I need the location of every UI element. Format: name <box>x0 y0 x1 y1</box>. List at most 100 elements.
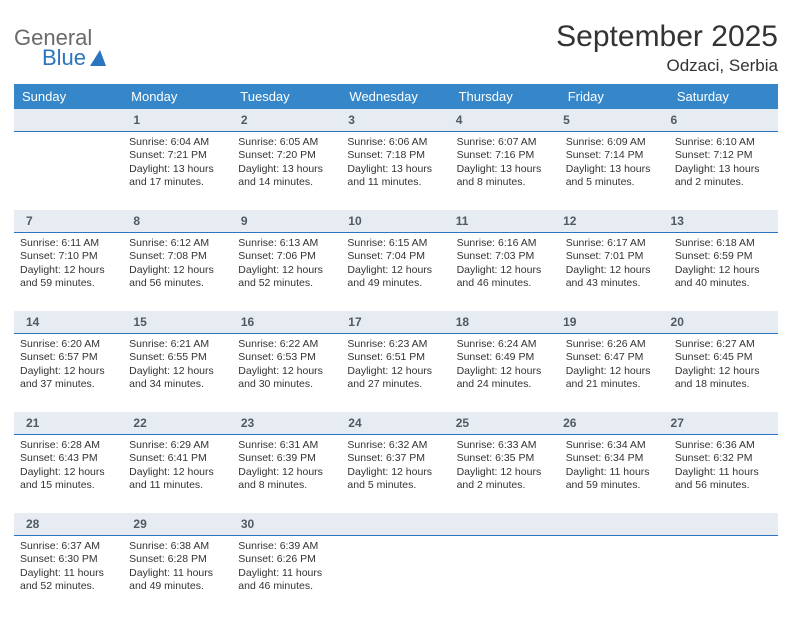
day-cell: Sunrise: 6:12 AMSunset: 7:08 PMDaylight:… <box>123 233 232 311</box>
sunset-text: Sunset: 6:59 PM <box>675 250 772 263</box>
day-cell: Sunrise: 6:15 AMSunset: 7:04 PMDaylight:… <box>341 233 450 311</box>
sunset-text: Sunset: 6:28 PM <box>129 553 226 566</box>
daylight-text: Daylight: 13 hours <box>129 163 226 176</box>
sunset-text: Sunset: 6:55 PM <box>129 351 226 364</box>
day-number: 30 <box>235 515 342 533</box>
day-number: 6 <box>665 111 772 129</box>
daylight-text: Daylight: 12 hours <box>238 466 335 479</box>
sunrise-text: Sunrise: 6:23 AM <box>347 338 444 351</box>
sunset-text: Sunset: 7:14 PM <box>566 149 663 162</box>
weekday-header: SundayMondayTuesdayWednesdayThursdayFrid… <box>14 84 778 109</box>
sunrise-text: Sunrise: 6:06 AM <box>347 136 444 149</box>
day-number: 7 <box>20 212 127 230</box>
sail-icon <box>90 25 106 66</box>
sunset-text: Sunset: 6:49 PM <box>457 351 554 364</box>
day-number <box>665 515 772 533</box>
daylight-text: Daylight: 12 hours <box>347 365 444 378</box>
daylight-text: and 27 minutes. <box>347 378 444 391</box>
daylight-text: Daylight: 12 hours <box>566 365 663 378</box>
daylight-text: Daylight: 13 hours <box>457 163 554 176</box>
day-number: 14 <box>20 313 127 331</box>
day-number <box>20 111 127 129</box>
day-cell: Sunrise: 6:09 AMSunset: 7:14 PMDaylight:… <box>560 132 669 210</box>
daylight-text: Daylight: 12 hours <box>457 365 554 378</box>
daylight-text: and 14 minutes. <box>238 176 335 189</box>
sunset-text: Sunset: 6:57 PM <box>20 351 117 364</box>
daylight-text: and 5 minutes. <box>347 479 444 492</box>
day-number: 18 <box>450 313 557 331</box>
sunrise-text: Sunrise: 6:29 AM <box>129 439 226 452</box>
day-number: 16 <box>235 313 342 331</box>
sunrise-text: Sunrise: 6:21 AM <box>129 338 226 351</box>
sunrise-text: Sunrise: 6:28 AM <box>20 439 117 452</box>
brand-logo: General Blue <box>14 20 106 68</box>
weekday-cell: Thursday <box>451 84 560 109</box>
day-number: 12 <box>557 212 664 230</box>
month-title: September 2025 <box>556 20 778 54</box>
daynum-row: 78910111213 <box>14 210 778 233</box>
header: General Blue September 2025 Odzaci, Serb… <box>14 20 778 76</box>
daylight-text: and 46 minutes. <box>457 277 554 290</box>
day-cell: Sunrise: 6:32 AMSunset: 6:37 PMDaylight:… <box>341 435 450 513</box>
day-cell: Sunrise: 6:10 AMSunset: 7:12 PMDaylight:… <box>669 132 778 210</box>
day-number: 2 <box>235 111 342 129</box>
sunrise-text: Sunrise: 6:22 AM <box>238 338 335 351</box>
sunrise-text: Sunrise: 6:20 AM <box>20 338 117 351</box>
weekday-cell: Sunday <box>14 84 123 109</box>
daylight-text: Daylight: 11 hours <box>129 567 226 580</box>
sunrise-text: Sunrise: 6:07 AM <box>457 136 554 149</box>
day-cell: Sunrise: 6:21 AMSunset: 6:55 PMDaylight:… <box>123 334 232 412</box>
sunrise-text: Sunrise: 6:38 AM <box>129 540 226 553</box>
sunrise-text: Sunrise: 6:36 AM <box>675 439 772 452</box>
day-number: 13 <box>665 212 772 230</box>
daylight-text: and 56 minutes. <box>675 479 772 492</box>
title-block: September 2025 Odzaci, Serbia <box>556 20 778 76</box>
daylight-text: Daylight: 12 hours <box>20 466 117 479</box>
sunset-text: Sunset: 6:26 PM <box>238 553 335 566</box>
daylight-text: Daylight: 13 hours <box>566 163 663 176</box>
sunset-text: Sunset: 6:39 PM <box>238 452 335 465</box>
daylight-text: and 8 minutes. <box>238 479 335 492</box>
daylight-text: Daylight: 12 hours <box>20 264 117 277</box>
week-row: Sunrise: 6:28 AMSunset: 6:43 PMDaylight:… <box>14 435 778 513</box>
sunrise-text: Sunrise: 6:32 AM <box>347 439 444 452</box>
day-number: 24 <box>342 414 449 432</box>
day-cell: Sunrise: 6:11 AMSunset: 7:10 PMDaylight:… <box>14 233 123 311</box>
day-number: 22 <box>127 414 234 432</box>
day-cell: Sunrise: 6:06 AMSunset: 7:18 PMDaylight:… <box>341 132 450 210</box>
day-cell: Sunrise: 6:23 AMSunset: 6:51 PMDaylight:… <box>341 334 450 412</box>
day-cell: Sunrise: 6:31 AMSunset: 6:39 PMDaylight:… <box>232 435 341 513</box>
daylight-text: and 21 minutes. <box>566 378 663 391</box>
daylight-text: and 24 minutes. <box>457 378 554 391</box>
day-cell: Sunrise: 6:20 AMSunset: 6:57 PMDaylight:… <box>14 334 123 412</box>
daylight-text: and 49 minutes. <box>129 580 226 593</box>
daylight-text: and 59 minutes. <box>20 277 117 290</box>
daylight-text: and 11 minutes. <box>347 176 444 189</box>
sunrise-text: Sunrise: 6:37 AM <box>20 540 117 553</box>
weekday-cell: Friday <box>560 84 669 109</box>
sunset-text: Sunset: 6:45 PM <box>675 351 772 364</box>
daylight-text: Daylight: 11 hours <box>238 567 335 580</box>
sunset-text: Sunset: 6:47 PM <box>566 351 663 364</box>
sunset-text: Sunset: 7:12 PM <box>675 149 772 162</box>
daynum-row: 21222324252627 <box>14 412 778 435</box>
sunset-text: Sunset: 6:53 PM <box>238 351 335 364</box>
day-cell <box>451 536 560 614</box>
daynum-row: 282930 <box>14 513 778 536</box>
sunrise-text: Sunrise: 6:16 AM <box>457 237 554 250</box>
daylight-text: Daylight: 13 hours <box>238 163 335 176</box>
daylight-text: and 2 minutes. <box>457 479 554 492</box>
sunrise-text: Sunrise: 6:05 AM <box>238 136 335 149</box>
day-number: 23 <box>235 414 342 432</box>
day-number: 1 <box>127 111 234 129</box>
daylight-text: Daylight: 12 hours <box>238 365 335 378</box>
daylight-text: Daylight: 12 hours <box>129 365 226 378</box>
sunset-text: Sunset: 6:51 PM <box>347 351 444 364</box>
daylight-text: and 52 minutes. <box>238 277 335 290</box>
day-cell: Sunrise: 6:28 AMSunset: 6:43 PMDaylight:… <box>14 435 123 513</box>
daylight-text: Daylight: 12 hours <box>675 365 772 378</box>
sunset-text: Sunset: 7:16 PM <box>457 149 554 162</box>
sunset-text: Sunset: 6:37 PM <box>347 452 444 465</box>
day-cell: Sunrise: 6:07 AMSunset: 7:16 PMDaylight:… <box>451 132 560 210</box>
sunrise-text: Sunrise: 6:10 AM <box>675 136 772 149</box>
